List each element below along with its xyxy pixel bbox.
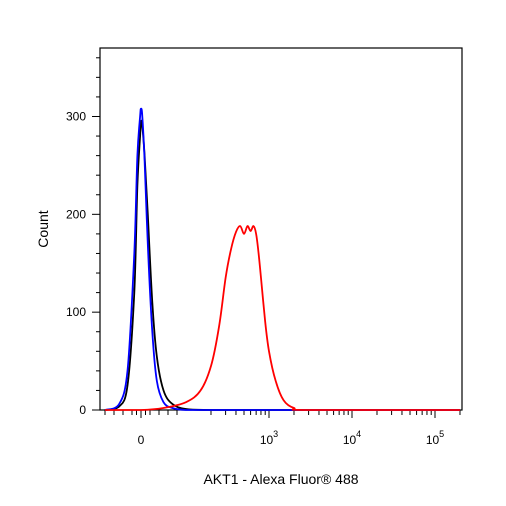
y-tick-label: 100	[66, 305, 86, 319]
x-axis-ticks: 0 103 104 105	[104, 410, 461, 447]
x-axis-title: AKT1 - Alexa Fluor® 488	[203, 471, 358, 487]
series-layer	[104, 107, 460, 411]
x-tick-label: 104	[343, 429, 361, 447]
y-tick-label: 200	[66, 207, 86, 221]
histogram-series-line	[104, 119, 460, 411]
histogram-series-line	[105, 225, 460, 411]
y-tick-label: 300	[66, 109, 86, 123]
y-tick-label: 0	[79, 403, 86, 417]
y-axis-ticks: 0 100 200 300	[66, 57, 100, 417]
x-tick-label: 0	[138, 433, 145, 447]
y-axis-title: Count	[35, 210, 51, 247]
x-tick-label: 103	[260, 429, 278, 447]
x-tick-label: 105	[426, 429, 444, 447]
histogram-series-line	[104, 107, 460, 411]
